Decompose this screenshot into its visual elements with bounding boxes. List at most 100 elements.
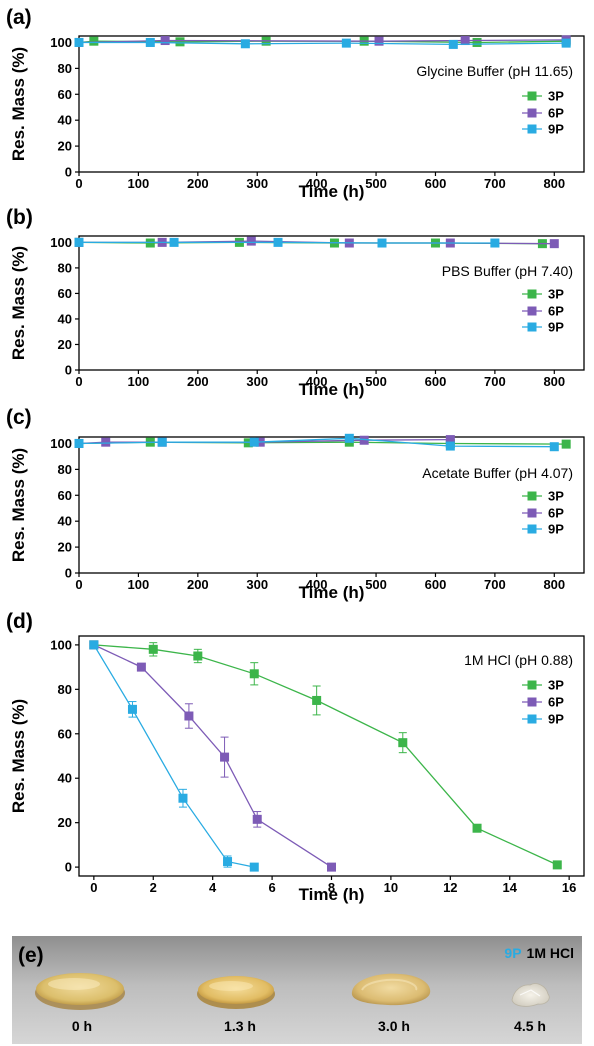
photo-title: 9P 1M HCl (504, 945, 574, 961)
x-tick-label: 14 (503, 880, 518, 895)
x-tick-label: 200 (187, 176, 209, 191)
photo-panel-letter: (e) (18, 944, 44, 967)
x-tick-label: 700 (484, 374, 506, 389)
y-axis-title: Res. Mass (%) (9, 47, 28, 161)
series-9P (74, 237, 500, 248)
x-tick-label: 6 (268, 880, 275, 895)
data-point (549, 239, 559, 249)
y-tick-label: 40 (58, 771, 72, 786)
data-point (341, 38, 351, 48)
y-tick-label: 80 (58, 260, 72, 275)
series-line (93, 644, 332, 868)
y-tick-label: 40 (58, 311, 72, 326)
sample-disc-0h (35, 973, 125, 1010)
data-point (344, 433, 354, 443)
series-9P (89, 640, 259, 872)
data-point (445, 435, 455, 445)
y-axis-title: Res. Mass (%) (9, 699, 28, 813)
x-tick-label: 16 (562, 880, 576, 895)
condition-label: Glycine Buffer (pH 11.65) (416, 63, 573, 79)
x-tick-label: 100 (128, 577, 150, 592)
sample-disc-1-3h (197, 976, 275, 1009)
legend-entry: 9P (522, 320, 564, 335)
legend-marker (527, 714, 537, 724)
legend-entry: 6P (522, 304, 564, 319)
y-tick-label: 100 (50, 436, 72, 451)
legend-entry: 3P (522, 89, 564, 104)
data-point (89, 640, 99, 650)
data-point (552, 860, 562, 870)
plot-frame (78, 635, 585, 877)
x-tick-label: 4 (209, 880, 217, 895)
data-point (448, 39, 458, 49)
x-tick-label: 300 (246, 577, 268, 592)
data-point (160, 36, 170, 46)
data-point (359, 435, 369, 445)
panel-letter: (d) (6, 610, 33, 633)
legend-label: 3P (548, 489, 564, 504)
data-point (169, 237, 179, 247)
data-point (223, 857, 233, 867)
plot-frame (78, 436, 585, 574)
legend-marker (527, 306, 537, 316)
y-tick-label: 40 (58, 514, 72, 529)
series-9P (74, 433, 559, 452)
data-point (377, 238, 387, 248)
legend-label: 9P (548, 522, 564, 537)
condition-label: PBS Buffer (pH 7.40) (442, 263, 573, 279)
legend-marker (527, 322, 537, 332)
sample-time-label: 3.0 h (378, 1018, 410, 1034)
y-tick-label: 20 (58, 337, 72, 352)
x-tick-label: 100 (128, 176, 150, 191)
x-tick-label: 10 (384, 880, 398, 895)
y-axis-title: Res. Mass (%) (9, 448, 28, 562)
legend-marker (527, 91, 537, 101)
x-tick-label: 300 (246, 176, 268, 191)
condition-label: 1M HCl (pH 0.88) (464, 652, 573, 668)
legend-entry: 9P (522, 122, 564, 137)
chart-panel: 0 100 200 300 400 500 600 700 800 0 20 40 60 80 100 Tim… (6, 406, 585, 602)
x-tick-label: 800 (543, 577, 565, 592)
x-tick-label: 400 (306, 176, 328, 191)
y-tick-label: 20 (58, 815, 72, 830)
legend-label: 3P (548, 287, 564, 302)
condition-label: Acetate Buffer (pH 4.07) (422, 465, 573, 481)
data-point (490, 238, 500, 248)
legend-label: 9P (548, 122, 564, 137)
series-line (79, 41, 567, 46)
series-3P (89, 640, 562, 870)
data-point (136, 662, 146, 672)
data-point (74, 37, 84, 47)
x-tick-label: 0 (75, 374, 82, 389)
sample-disc-3-0h (351, 973, 431, 1006)
legend-entry: 6P (522, 506, 564, 521)
data-point (145, 37, 155, 47)
x-tick-label: 400 (306, 374, 328, 389)
x-tick-label: 0 (90, 880, 97, 895)
legend-marker (527, 289, 537, 299)
legend-entry: 9P (522, 522, 564, 537)
data-point (312, 695, 322, 705)
series-line (79, 241, 495, 244)
x-tick-label: 0 (75, 577, 82, 592)
data-point (374, 36, 384, 46)
x-tick-label: 800 (543, 176, 565, 191)
data-point (74, 237, 84, 247)
charts-group: 0 100 200 300 400 500 600 700 800020406080100Tim… (6, 6, 585, 904)
data-point (184, 711, 194, 721)
chart-panel: 0 100 200 300 400 500 600 700 800 0 20 40 60 80 100 Tim… (6, 6, 585, 201)
y-tick-label: 0 (65, 566, 72, 581)
legend-label: 9P (548, 712, 564, 727)
x-tick-label: 700 (484, 176, 506, 191)
x-tick-label: 700 (484, 577, 506, 592)
photo-title-rest: 1M HCl (527, 945, 574, 961)
legend-entry: 3P (522, 678, 564, 693)
x-tick-label: 600 (425, 577, 447, 592)
data-point (398, 738, 408, 748)
legend-entry: 6P (522, 106, 564, 121)
series-line (93, 644, 255, 868)
y-tick-label: 80 (58, 682, 72, 697)
legend-entry: 3P (522, 489, 564, 504)
panel-letter: (a) (6, 6, 32, 29)
